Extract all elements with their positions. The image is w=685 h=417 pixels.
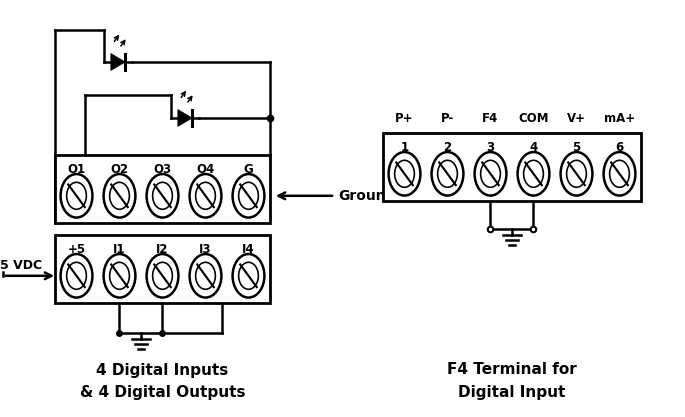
- Text: I1: I1: [113, 244, 126, 256]
- Polygon shape: [111, 53, 125, 70]
- Text: 5: 5: [573, 141, 581, 154]
- Bar: [55, 155, 270, 223]
- Bar: [55, 235, 270, 303]
- Text: & 4 Digital Outputs: & 4 Digital Outputs: [79, 384, 245, 399]
- Text: P-: P-: [441, 112, 454, 125]
- Text: I2: I2: [156, 244, 169, 256]
- Text: Digital Input: Digital Input: [458, 384, 566, 399]
- Text: O4: O4: [197, 163, 214, 176]
- Bar: [383, 133, 641, 201]
- Text: O1: O1: [67, 163, 86, 176]
- Polygon shape: [178, 110, 192, 126]
- Text: 5 VDC: 5 VDC: [0, 259, 42, 272]
- Text: 6: 6: [615, 141, 623, 154]
- Text: V+: V+: [567, 112, 586, 125]
- Text: COM: COM: [519, 112, 549, 125]
- Text: F4: F4: [482, 112, 499, 125]
- Text: P+: P+: [395, 112, 414, 125]
- Text: G: G: [244, 163, 253, 176]
- Text: 4: 4: [530, 141, 538, 154]
- Text: 3: 3: [486, 141, 495, 154]
- Text: +5: +5: [67, 244, 86, 256]
- Text: 2: 2: [443, 141, 451, 154]
- Text: O2: O2: [110, 163, 129, 176]
- Text: I3: I3: [199, 244, 212, 256]
- Text: F4 Terminal for: F4 Terminal for: [447, 362, 577, 377]
- Text: O3: O3: [153, 163, 171, 176]
- Text: 1: 1: [401, 141, 408, 154]
- Text: 4 Digital Inputs: 4 Digital Inputs: [97, 362, 229, 377]
- Text: I4: I4: [242, 244, 255, 256]
- Text: Ground: Ground: [338, 189, 395, 203]
- Text: mA+: mA+: [604, 112, 635, 125]
